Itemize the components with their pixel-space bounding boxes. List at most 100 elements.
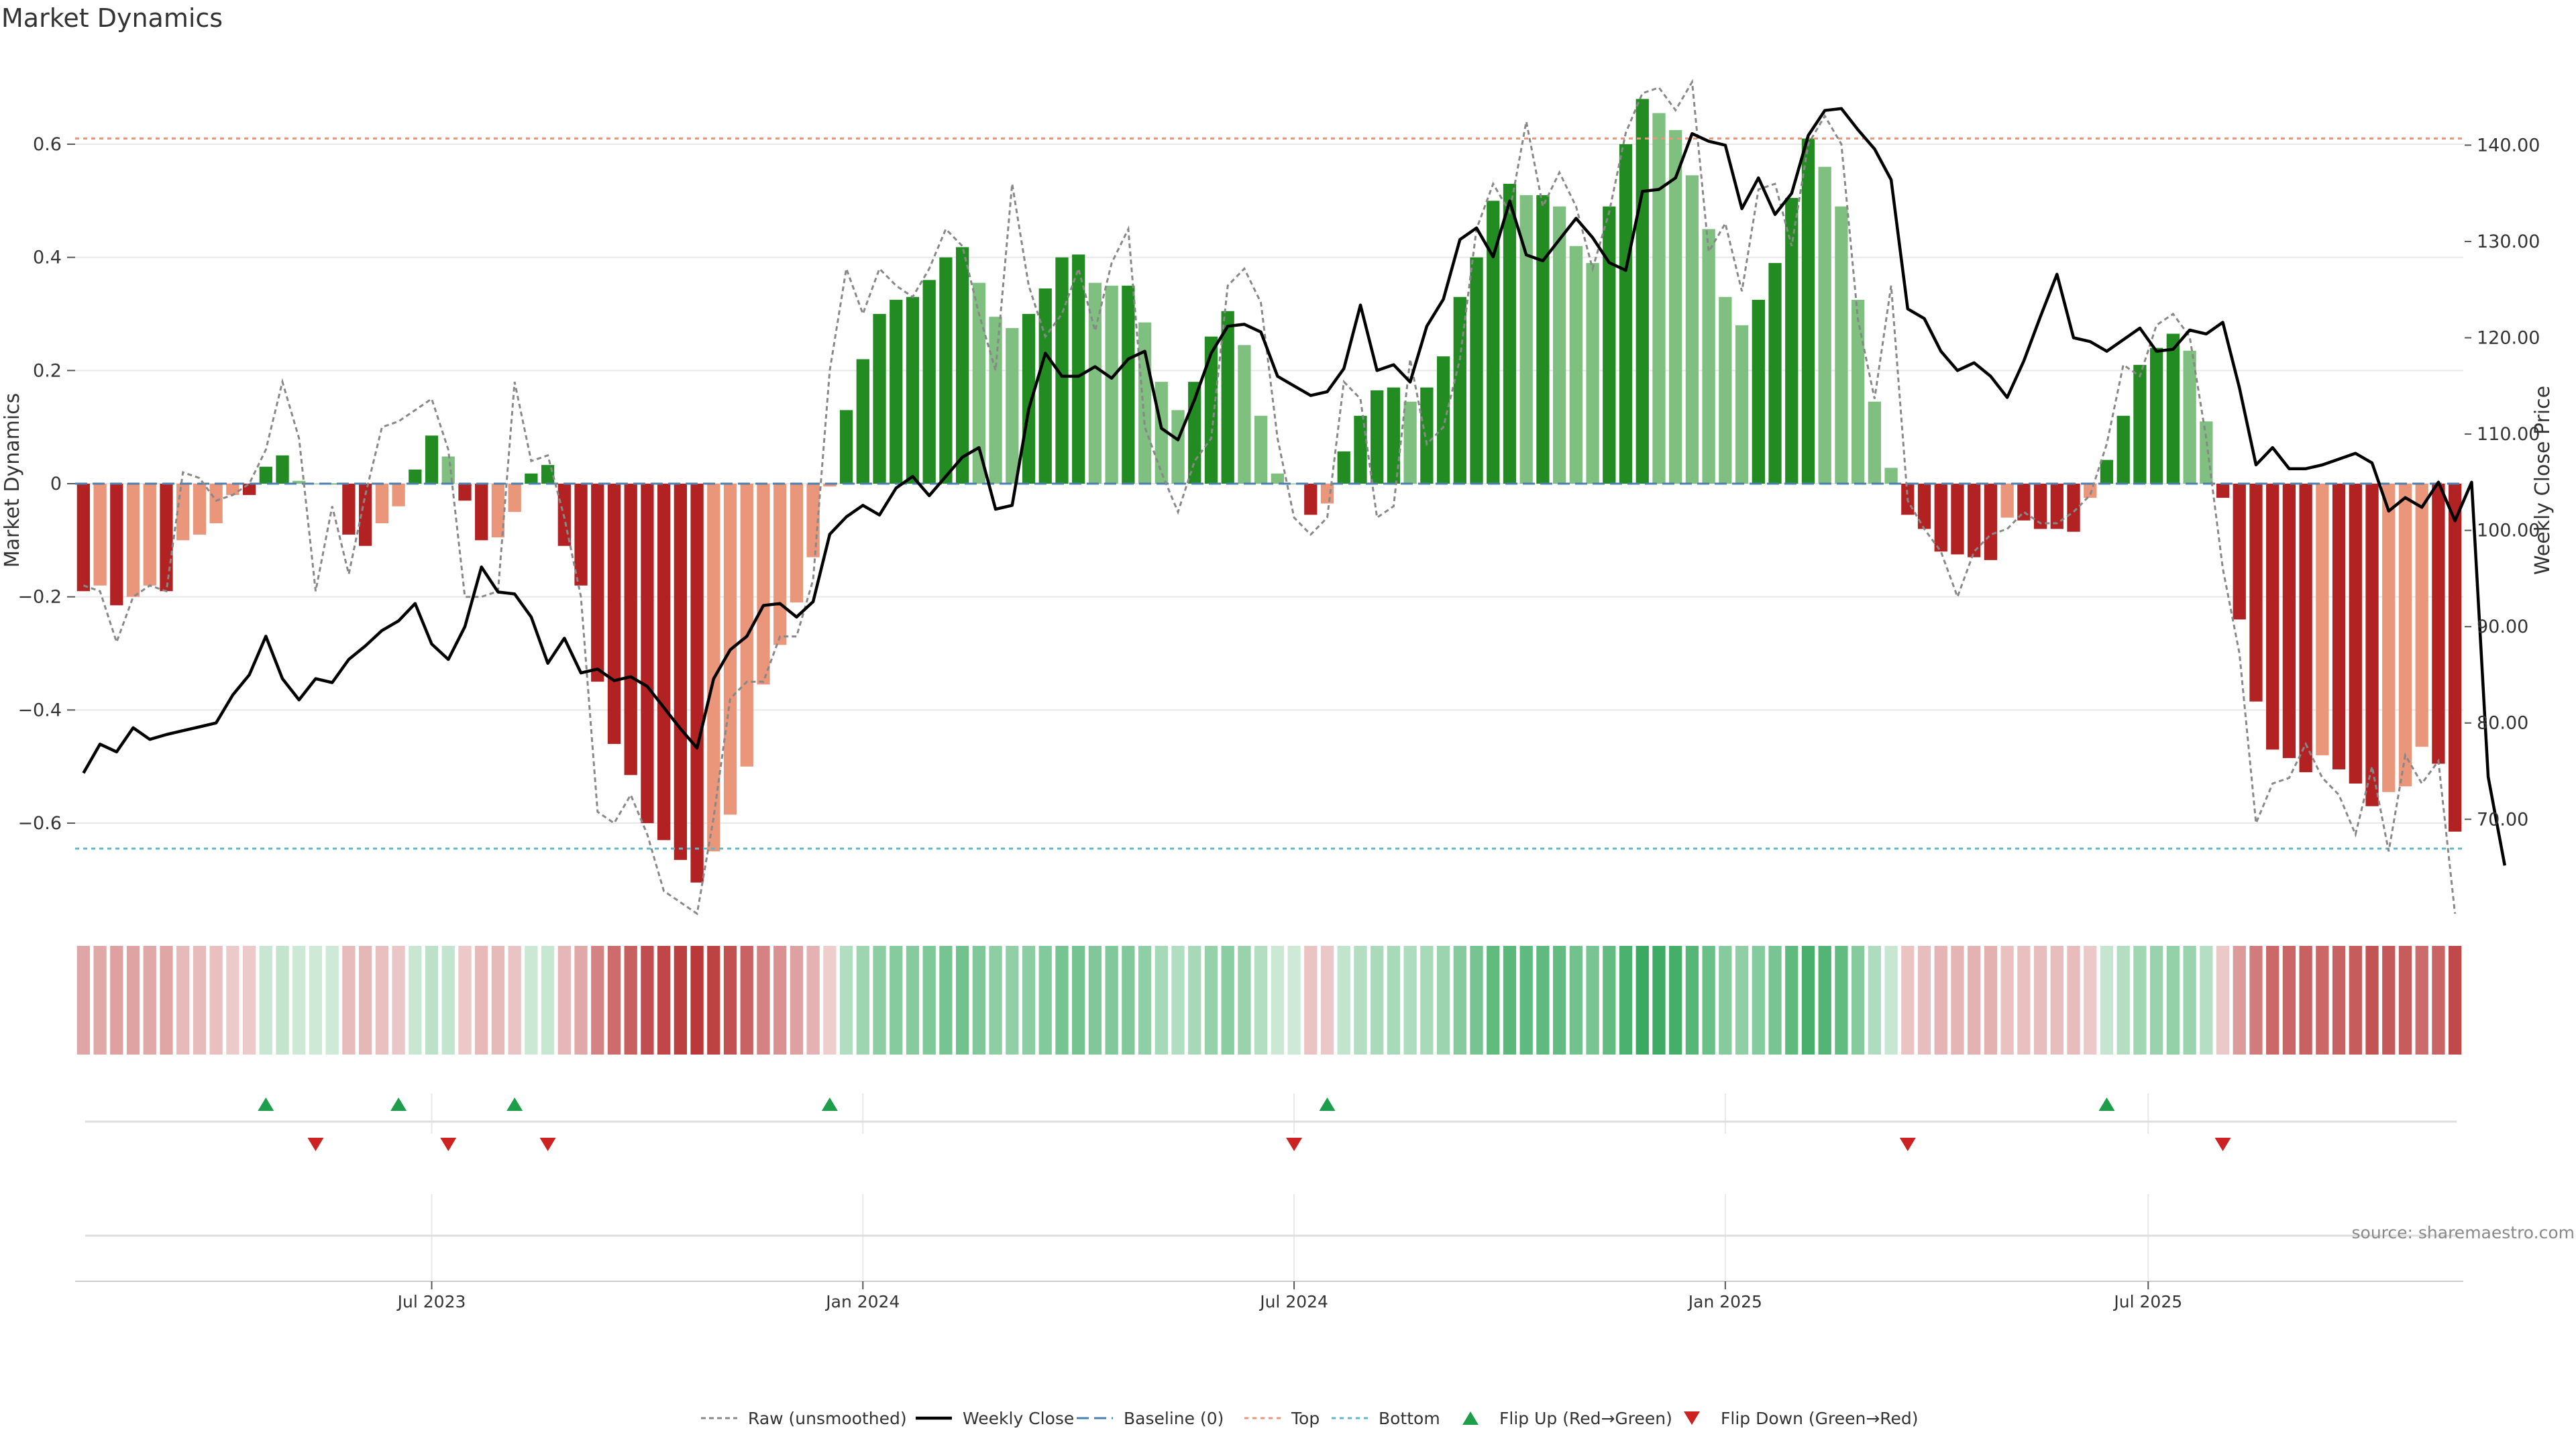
dynamics-bar bbox=[591, 484, 604, 682]
legend: Raw (unsmoothed) Weekly Close Baseline (0)… bbox=[701, 1409, 1919, 1428]
heat-cell bbox=[2282, 946, 2296, 1055]
dynamics-bar bbox=[475, 484, 488, 541]
flip-up-marker bbox=[821, 1097, 838, 1111]
heat-cell bbox=[790, 946, 804, 1055]
legend-label: Weekly Close bbox=[963, 1409, 1074, 1428]
heat-cell bbox=[1371, 946, 1384, 1055]
heat-cell bbox=[2084, 946, 2097, 1055]
dynamics-bar bbox=[674, 484, 688, 860]
dynamics-bar bbox=[757, 484, 770, 685]
heat-cell bbox=[2050, 946, 2063, 1055]
heat-cell bbox=[557, 946, 571, 1055]
heat-cell bbox=[226, 946, 239, 1055]
dynamics-bars bbox=[76, 99, 2462, 883]
heat-cell bbox=[1968, 946, 1981, 1055]
left-axis: −0.6 −0.4 −0.2 0 0.2 0.4 0.6 bbox=[17, 134, 75, 834]
heat-cell bbox=[2149, 946, 2163, 1055]
dynamics-bar bbox=[409, 469, 422, 484]
dynamics-bar bbox=[1436, 356, 1450, 484]
dynamics-bar bbox=[2448, 484, 2462, 832]
dynamics-bar bbox=[856, 359, 869, 484]
heat-cell bbox=[1934, 946, 1947, 1055]
heat-cell bbox=[2166, 946, 2180, 1055]
dynamics-bar bbox=[342, 484, 356, 535]
dynamics-bar bbox=[823, 484, 837, 487]
flip-down-marker bbox=[2214, 1138, 2231, 1151]
dynamics-bar bbox=[1851, 299, 1865, 484]
dynamics-bar bbox=[1453, 297, 1466, 484]
heat-cell bbox=[2067, 946, 2080, 1055]
dynamics-bar bbox=[1635, 99, 1649, 484]
dynamics-bar bbox=[790, 484, 804, 603]
heat-cell bbox=[723, 946, 737, 1055]
dynamics-bar bbox=[508, 484, 521, 513]
heat-cell bbox=[1221, 946, 1234, 1055]
dynamics-bar bbox=[2349, 484, 2362, 784]
dynamics-bar bbox=[1752, 299, 1765, 484]
heat-cell bbox=[823, 946, 837, 1055]
dynamics-bar bbox=[873, 313, 886, 484]
legend-swatch bbox=[1462, 1411, 1479, 1425]
regime-heat-strip bbox=[76, 946, 2462, 1055]
heat-cell bbox=[126, 946, 140, 1055]
raw-series bbox=[83, 78, 2457, 916]
dynamics-bar bbox=[989, 317, 1002, 484]
dynamics-bar bbox=[1702, 229, 1715, 484]
heat-cell bbox=[624, 946, 637, 1055]
dynamics-bar bbox=[1006, 328, 1019, 484]
dynamics-bar bbox=[1669, 129, 1682, 484]
dynamics-bar bbox=[2382, 484, 2396, 792]
right-tick-label: 140.00 bbox=[2477, 135, 2540, 156]
bottom-panel bbox=[85, 1194, 2457, 1280]
dynamics-bar bbox=[491, 484, 505, 538]
heat-cell bbox=[2316, 946, 2329, 1055]
heat-cell bbox=[1519, 946, 1533, 1055]
x-tick-label: Jan 2024 bbox=[824, 1292, 900, 1311]
dynamics-bar bbox=[1420, 387, 1434, 484]
dynamics-bar bbox=[2249, 484, 2263, 702]
dynamics-bar bbox=[1818, 166, 1831, 484]
dynamics-bar bbox=[110, 484, 123, 606]
dynamics-bar bbox=[358, 484, 372, 546]
dynamics-bar bbox=[1884, 468, 1898, 484]
dynamics-bar bbox=[242, 484, 256, 495]
heat-cell bbox=[1155, 946, 1168, 1055]
heat-cell bbox=[1536, 946, 1550, 1055]
flip-down-marker bbox=[1286, 1138, 1303, 1151]
dynamics-bar bbox=[890, 299, 903, 484]
dynamics-bar bbox=[1204, 336, 1218, 484]
heat-cell bbox=[1603, 946, 1616, 1055]
heat-cell bbox=[209, 946, 223, 1055]
raw-line bbox=[83, 78, 2457, 916]
right-tick-label: 70.00 bbox=[2477, 809, 2528, 830]
heat-cell bbox=[890, 946, 903, 1055]
heat-cell bbox=[707, 946, 720, 1055]
dynamics-bar bbox=[2398, 484, 2412, 787]
dynamics-bar bbox=[1934, 484, 1947, 552]
legend-label: Top bbox=[1291, 1409, 1320, 1428]
dynamics-bar bbox=[1371, 390, 1384, 484]
flip-up-marker bbox=[1319, 1097, 1336, 1111]
heat-cell bbox=[2116, 946, 2130, 1055]
dynamics-bar bbox=[2050, 484, 2063, 529]
heat-cell bbox=[773, 946, 787, 1055]
legend-label: Flip Down (Green→Red) bbox=[1721, 1409, 1919, 1428]
dynamics-bar bbox=[906, 297, 920, 484]
right-axis: 70.00 80.00 90.00 100.00 110.00 120.00 130.00 1… bbox=[2465, 135, 2540, 830]
dynamics-bar bbox=[2149, 347, 2163, 484]
heat-cell bbox=[1436, 946, 1450, 1055]
x-tick-label: Jul 2024 bbox=[1258, 1292, 1328, 1311]
threshold-lines bbox=[75, 138, 2463, 850]
dynamics-bar bbox=[2017, 484, 2031, 521]
heat-cell bbox=[1337, 946, 1350, 1055]
heat-cell bbox=[1038, 946, 1052, 1055]
heat-cell bbox=[1287, 946, 1301, 1055]
dynamics-bar bbox=[2365, 484, 2379, 806]
flip-up-marker bbox=[390, 1097, 407, 1111]
heat-cell bbox=[292, 946, 306, 1055]
dynamics-bar bbox=[1917, 484, 1931, 529]
flip-markers-panel bbox=[85, 1093, 2457, 1151]
right-tick-label: 120.00 bbox=[2477, 328, 2540, 349]
right-axis-label: Weekly Close Price bbox=[2531, 386, 2555, 575]
heat-cell bbox=[176, 946, 190, 1055]
